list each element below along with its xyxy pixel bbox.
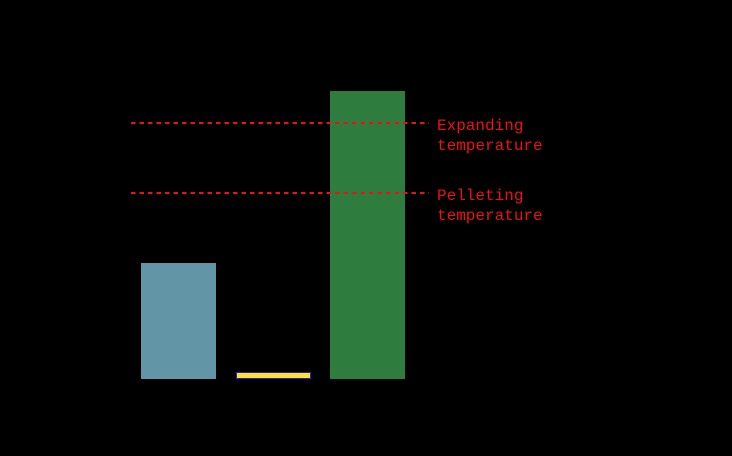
bar-2-yellow — [236, 372, 311, 379]
expanding-temperature-label: Expanding temperature — [437, 117, 543, 155]
pelleting-temperature-label: Pelleting temperature — [437, 187, 543, 225]
bar-1-blue — [141, 263, 216, 379]
expanding-temperature-line — [131, 122, 429, 124]
bar-3-green — [330, 91, 405, 379]
pelleting-temperature-line — [131, 192, 429, 194]
